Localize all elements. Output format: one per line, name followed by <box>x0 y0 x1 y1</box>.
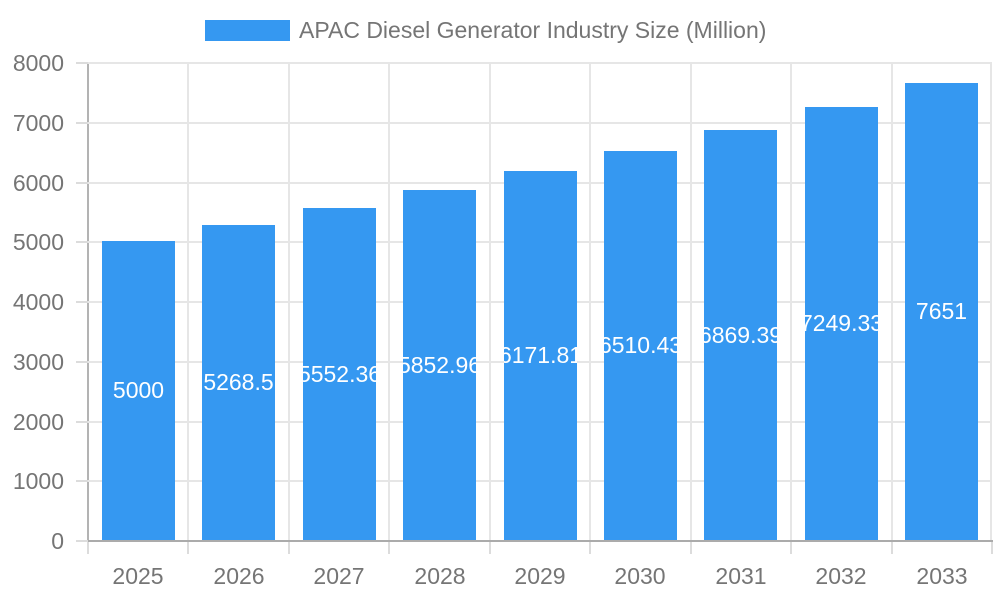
v-gridline <box>489 63 491 541</box>
y-axis-label: 1000 <box>12 468 64 494</box>
y-tick-mark <box>76 421 88 423</box>
x-axis-label: 2033 <box>916 563 968 589</box>
x-tick-mark <box>87 542 89 554</box>
y-axis-label: 6000 <box>12 170 64 196</box>
v-gridline <box>690 63 692 541</box>
y-tick-mark <box>76 361 88 363</box>
y-tick-mark <box>76 122 88 124</box>
bar-value-label: 6510.43 <box>604 332 677 358</box>
y-tick-mark <box>76 241 88 243</box>
v-gridline <box>891 63 893 541</box>
bar-value-label: 7651 <box>915 298 968 324</box>
v-gridline <box>990 63 992 541</box>
bar-value-label: 5552.36 <box>303 360 376 387</box>
x-axis-label: 2025 <box>112 563 164 589</box>
y-axis-label: 3000 <box>12 349 64 375</box>
x-axis-label: 2028 <box>414 563 466 589</box>
x-axis-label: 2031 <box>715 563 767 589</box>
bar-value-label: 5268.5 <box>203 369 274 395</box>
h-gridline <box>88 62 992 64</box>
x-tick-mark <box>790 542 792 554</box>
bar: 6869.39 <box>704 130 777 540</box>
y-tick-mark <box>76 540 88 542</box>
x-tick-mark <box>388 542 390 554</box>
x-axis-label: 2027 <box>313 563 365 589</box>
v-gridline <box>589 63 591 541</box>
x-axis-label: 2030 <box>614 563 666 589</box>
bar: 7249.33 <box>805 107 878 540</box>
x-tick-mark <box>891 542 893 554</box>
plot-area: 5000 5268.5 5552.36 5852.96 6171.81 6510.43 68… <box>88 62 992 541</box>
bar-value-label: 6869.39 <box>704 321 777 348</box>
legend-label: APAC Diesel Generator Industry Size (Mil… <box>299 16 767 43</box>
bar-value-label: 5000 <box>112 377 165 403</box>
x-tick-mark <box>690 542 692 554</box>
y-axis-label: 4000 <box>12 289 64 315</box>
bar-value-label: 6171.81 <box>504 342 577 368</box>
x-tick-mark <box>489 542 491 554</box>
bar: 6510.43 <box>604 151 677 540</box>
y-tick-mark <box>76 301 88 303</box>
bar: 6171.81 <box>504 171 577 540</box>
v-gridline <box>288 63 290 541</box>
bar: 5268.5 <box>202 225 275 540</box>
v-gridline <box>790 63 792 541</box>
y-tick-mark <box>76 62 88 64</box>
x-tick-mark <box>991 542 993 554</box>
x-axis-line <box>76 540 993 542</box>
y-tick-mark <box>76 182 88 184</box>
x-axis-label: 2029 <box>514 563 566 589</box>
legend-swatch <box>205 19 290 41</box>
y-axis-label: 5000 <box>12 229 64 255</box>
bar: 5000 <box>102 241 175 540</box>
v-gridline <box>388 63 390 541</box>
bar: 5552.36 <box>303 208 376 540</box>
legend[interactable]: APAC Diesel Generator Industry Size (Mil… <box>205 16 766 44</box>
x-tick-mark <box>187 542 189 554</box>
x-tick-mark <box>288 542 290 554</box>
bar: 7651 <box>905 83 978 540</box>
y-axis-label: 8000 <box>12 50 64 76</box>
bar: 5852.96 <box>403 190 476 540</box>
y-axis-label: 2000 <box>12 409 64 435</box>
y-tick-mark <box>76 480 88 482</box>
bar-value-label: 7249.33 <box>805 310 878 336</box>
x-axis-label: 2026 <box>213 563 265 589</box>
bar-value-label: 5852.96 <box>403 351 476 378</box>
v-gridline <box>187 63 189 541</box>
x-tick-mark <box>589 542 591 554</box>
y-axis-label: 0 <box>51 528 64 554</box>
y-axis-label: 7000 <box>12 110 64 136</box>
x-axis-label: 2032 <box>815 563 867 589</box>
h-gridline <box>88 122 992 124</box>
